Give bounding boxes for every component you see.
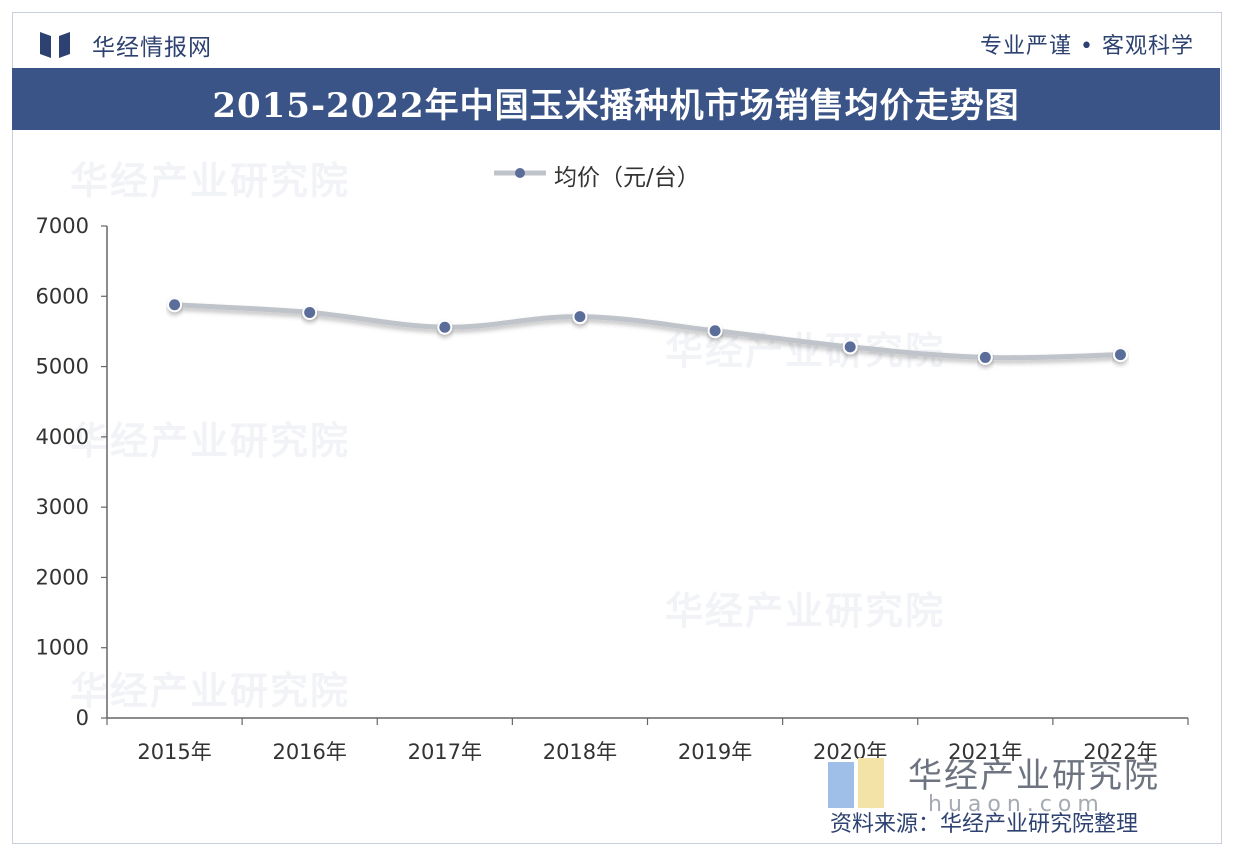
x-tick-label: 2019年	[678, 740, 752, 764]
x-tick-label: 2016年	[272, 740, 346, 764]
watermark: 华经产业研究院	[70, 669, 351, 713]
bottom-logo-icon	[828, 758, 884, 808]
source-note: 资料来源：华经产业研究院整理	[830, 812, 1139, 837]
y-tick-label: 4000	[36, 425, 89, 449]
x-tick-label: 2022年	[1083, 740, 1157, 764]
x-tick-label: 2021年	[948, 740, 1022, 764]
x-tick-label: 2015年	[137, 740, 211, 764]
y-tick-label: 6000	[36, 284, 89, 308]
legend-line-marker	[494, 168, 546, 178]
series-line	[172, 302, 1123, 361]
data-point	[304, 306, 316, 318]
data-point	[844, 341, 856, 353]
chart-frame	[12, 12, 1222, 844]
bottom-brand-url: huaon.com	[928, 792, 1105, 817]
brand-name: 华经情报网	[92, 35, 212, 61]
y-tick-label: 1000	[36, 636, 89, 660]
y-tick-label: 3000	[36, 495, 89, 519]
x-tick-label: 2018年	[543, 740, 617, 764]
y-tick-label: 5000	[36, 355, 89, 379]
top-bar: 华经情报网 专业严谨 • 客观科学	[12, 14, 1220, 68]
data-point	[979, 351, 991, 363]
y-tick-label: 0	[76, 706, 89, 730]
x-tick-label: 2017年	[408, 740, 482, 764]
data-point	[574, 311, 586, 323]
bottom-brand-name: 华经产业研究院	[908, 756, 1160, 796]
y-tick-label: 7000	[36, 214, 89, 238]
chart-legend: 均价（元/台）	[490, 158, 700, 191]
title-band: 2015-2022年中国玉米播种机市场销售均价走势图	[12, 68, 1220, 130]
legend-label: 均价（元/台）	[554, 165, 700, 191]
watermark: 华经产业研究院	[70, 419, 351, 463]
data-point	[439, 321, 451, 333]
slogan: 专业严谨 • 客观科学	[980, 34, 1194, 59]
data-point	[169, 299, 181, 311]
data-point	[709, 325, 721, 337]
watermark: 华经产业研究院	[70, 159, 351, 203]
chart-title: 2015-2022年中国玉米播种机市场销售均价走势图	[212, 86, 1020, 126]
logo-icon	[40, 32, 70, 58]
y-tick-label: 2000	[36, 565, 89, 589]
data-point	[1114, 349, 1126, 361]
watermark: 华经产业研究院	[665, 589, 946, 633]
